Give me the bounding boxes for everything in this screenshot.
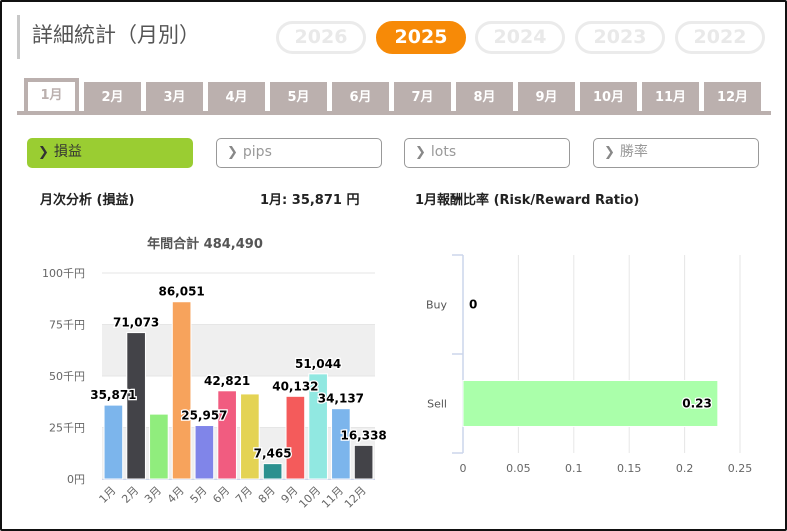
category-label: Sell [427,398,447,411]
bar-10月[interactable] [308,373,328,480]
tab-month-6[interactable]: 6月 [332,82,389,111]
y-tick-label: 0円 [67,473,85,486]
x-tick-label: 12月 [342,484,369,511]
bar-9月[interactable] [285,395,306,480]
x-tick-label: 0.25 [728,462,753,475]
metric-label: 勝率 [619,144,648,160]
chevron-right-icon: ❯ [604,145,615,160]
current-month-value: 1月: 35,871 円 [260,193,360,208]
metric-button-pips[interactable]: ❯ pips [216,138,382,168]
chevron-right-icon: ❯ [227,145,238,160]
data-label: 86,051 [158,285,204,299]
x-tick-label: 5月 [188,484,210,506]
plot-band [102,324,375,376]
bar-2月[interactable] [126,332,146,480]
x-tick-label: 1月 [97,484,119,506]
year-selector: 2026 2025 2024 2023 2022 [276,21,765,54]
tab-month-12[interactable]: 12月 [704,82,761,111]
bar-1月[interactable] [103,404,124,480]
tabs-divider [17,111,771,115]
chevron-right-icon: ❯ [415,145,426,160]
bar-12月[interactable] [353,444,374,480]
metric-label: lots [430,144,457,160]
x-tick-label: 10月 [296,484,323,511]
tab-month-3[interactable]: 3月 [146,82,203,111]
year-button-2026[interactable]: 2026 [276,21,366,54]
y-tick-label: 25千円 [49,422,85,435]
year-button-2022[interactable]: 2022 [675,21,765,54]
tab-month-9[interactable]: 9月 [518,82,575,111]
year-button-2025[interactable]: 2025 [376,21,466,54]
y-tick-label: 100千円 [42,267,85,280]
bar-7月[interactable] [240,393,260,480]
data-label: 42,821 [204,374,250,388]
data-label: 7,465 [254,447,292,461]
x-tick-label: 0.2 [676,462,694,475]
data-label: 34,137 [318,392,364,406]
page-title: 詳細統計（月別） [17,15,200,59]
data-label: 71,073 [113,316,159,330]
bar-4月[interactable] [171,301,192,480]
data-label: 35,871 [90,388,136,402]
tab-month-11[interactable]: 11月 [642,82,699,111]
tab-month-2[interactable]: 2月 [84,82,141,111]
tab-month-8[interactable]: 8月 [456,82,513,111]
x-tick-label: 6月 [210,484,232,506]
x-tick-label: 0.15 [617,462,642,475]
tab-month-4[interactable]: 4月 [208,82,265,111]
x-tick-label: 0.05 [506,462,531,475]
risk-reward-chart: 0 0.05 0.1 0.15 0.2 0.25 Buy Sell 0 0.23 [426,254,753,475]
metric-button-winrate[interactable]: ❯ 勝率 [593,138,759,168]
metric-label: 損益 [53,144,82,160]
metric-label: pips [242,144,272,160]
chevron-right-icon: ❯ [38,145,49,160]
year-button-2024[interactable]: 2024 [475,21,565,54]
tab-month-10[interactable]: 10月 [580,82,637,111]
monthly-profit-chart: 0円 25千円 50千円 75千円 100千円 35,871 71,073 86,051 25… [42,236,388,511]
x-tick-label: 8月 [256,484,278,506]
x-tick-label: 11月 [319,484,346,511]
x-tick-label: 3月 [142,484,164,506]
data-label: 0 [469,298,477,312]
tab-month-5[interactable]: 5月 [270,82,327,111]
metric-button-profit[interactable]: ❯ 損益 [27,138,193,168]
tab-month-7[interactable]: 7月 [394,82,451,111]
data-label: 51,044 [295,357,341,371]
tab-month-1[interactable]: 1月 [24,78,79,111]
bar-3月[interactable] [149,413,169,480]
bar-6月[interactable] [217,390,237,480]
x-tick-label: 2月 [119,484,141,506]
x-tick-label: 0 [460,462,467,475]
bar-5月[interactable] [194,425,215,480]
x-tick-label: 0.1 [565,462,583,475]
data-label: 0.23 [682,397,712,411]
chart-title: 年間合計 484,490 [147,236,263,252]
bar-sell[interactable] [462,380,719,427]
x-tick-label: 7月 [233,484,255,506]
y-tick-label: 50千円 [49,370,85,383]
bar-8月[interactable] [262,463,283,480]
monthly-analysis-heading: 月次分析 (損益) [40,193,135,208]
bar-11月[interactable] [331,408,351,480]
x-tick-label: 4月 [165,484,187,506]
y-tick-label: 75千円 [49,319,85,332]
category-label: Buy [426,299,448,312]
month-tabs: 1月 2月 3月 4月 5月 6月 7月 8月 9月 10月 11月 12月 [24,78,766,111]
plot-band [102,427,375,479]
year-button-2023[interactable]: 2023 [575,21,665,54]
data-label: 25,957 [181,409,227,423]
data-label: 40,132 [272,379,318,393]
data-label: 16,338 [340,428,386,442]
risk-reward-heading: 1月報酬比率 (Risk/Reward Ratio) [415,193,640,208]
metric-button-lots[interactable]: ❯ lots [404,138,570,168]
